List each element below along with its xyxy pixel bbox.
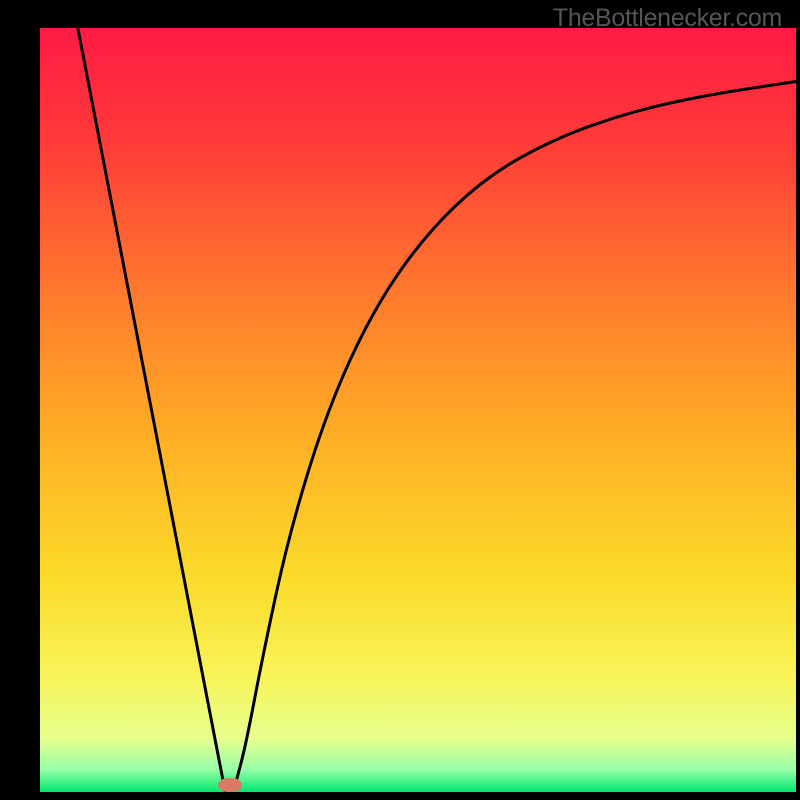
bottleneck-curve (40, 28, 796, 792)
chart-root: { "watermark_text": "TheBottlenecker.com… (0, 0, 800, 800)
plot-area (40, 28, 796, 792)
watermark-text: TheBottlenecker.com (553, 4, 782, 33)
dip-marker (218, 778, 242, 792)
